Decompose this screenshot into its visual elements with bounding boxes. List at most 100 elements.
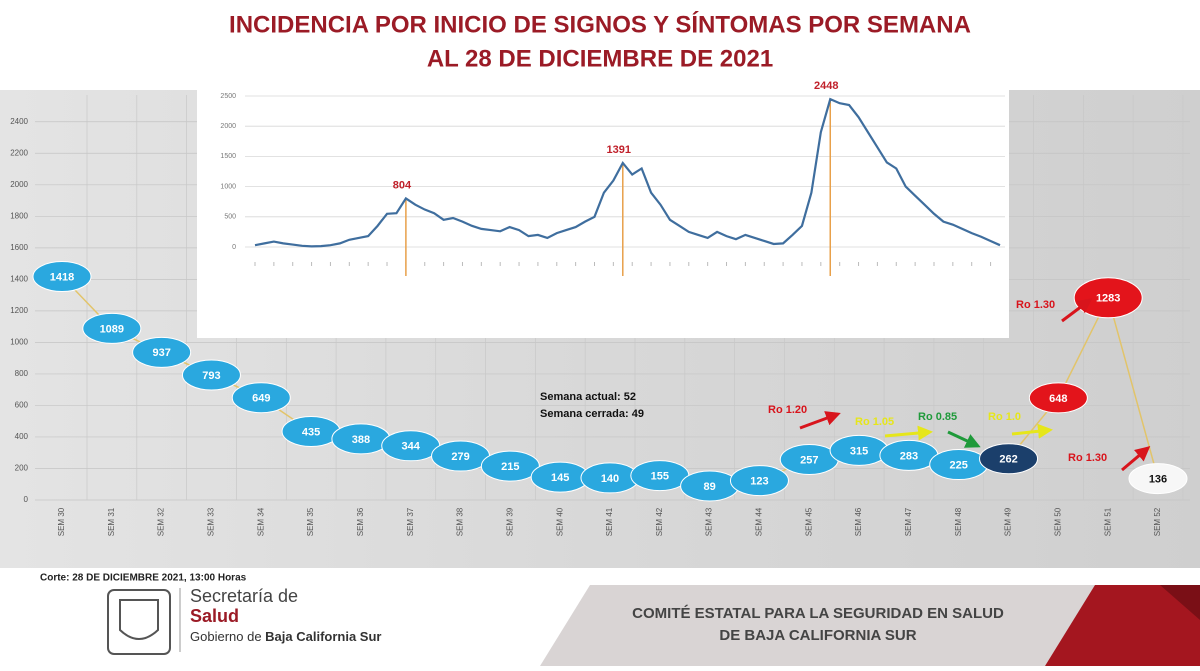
emblem (107, 589, 171, 655)
annotation: Ro 1.0 (988, 411, 1021, 423)
emblem (119, 599, 159, 640)
annotation: Semana cerrada: 49 (540, 408, 644, 420)
bubble (82, 312, 142, 344)
x-tick-label: SEM 48 (954, 507, 963, 536)
bubble (32, 261, 92, 293)
bubble-label: 315 (850, 445, 868, 457)
gov-line: Gobierno de Baja California Sur (190, 629, 381, 644)
bubble (480, 450, 540, 482)
committee-line: COMITÉ ESTATAL PARA LA SEGURIDAD EN SALU… (632, 605, 1004, 622)
x-tick-label: SEM 40 (555, 507, 564, 536)
header-bg (0, 0, 1200, 90)
gov-prefix: Gobierno de (190, 629, 265, 644)
bubble-label: 648 (1049, 393, 1067, 405)
bubble-label: 155 (651, 470, 669, 482)
footer-accent (1045, 585, 1200, 666)
x-tick-label: SEM 38 (456, 507, 465, 536)
bubble-label: 89 (704, 481, 716, 493)
bubble (979, 443, 1039, 475)
x-tick-label: SEM 35 (306, 507, 315, 536)
x-tick-label: SEM 32 (157, 507, 166, 536)
bubble (132, 336, 192, 368)
annotation: Ro 1.30 (1068, 452, 1107, 464)
y-tick-label: 0 (232, 244, 236, 251)
title-line: AL 28 DE DICIEMBRE DE 2021 (427, 45, 773, 72)
y-tick-label: 2000 (10, 180, 28, 189)
x-tick-label: SEM 43 (705, 507, 714, 536)
x-tick-label: SEM 33 (207, 507, 216, 536)
annotation-arrow (799, 411, 841, 430)
cut-date: Corte: 28 DE DICIEMBRE 2021, 13:00 Horas (40, 573, 247, 584)
x-tick-label: SEM 52 (1153, 507, 1162, 536)
x-tick-label: SEM 34 (256, 507, 265, 536)
bubble-label: 123 (750, 476, 768, 488)
y-tick-label: 600 (15, 401, 29, 410)
x-tick-label: SEM 37 (406, 507, 415, 536)
footer-accent (1160, 585, 1200, 620)
x-tick-label: SEM 50 (1053, 507, 1062, 536)
y-tick-label: 1000 (10, 338, 28, 347)
title-line: INCIDENCIA POR INICIO DE SIGNOS Y SÍNTOM… (229, 10, 971, 38)
org-line: Secretaría de (190, 586, 298, 606)
x-tick-label: SEM 42 (655, 507, 664, 536)
y-tick-label: 800 (15, 369, 29, 378)
bubble (231, 382, 291, 414)
bubble-label: 262 (999, 454, 1017, 466)
annotation-arrow (884, 425, 933, 441)
bubble-label: 649 (252, 393, 270, 405)
y-tick-label: 2000 (220, 123, 236, 130)
x-tick-label: SEM 41 (605, 507, 614, 536)
y-tick-label: 2400 (10, 117, 28, 126)
annotation: Ro 1.20 (768, 404, 807, 416)
bubble-label: 344 (402, 441, 421, 453)
x-tick-label: SEM 30 (57, 507, 66, 536)
footer-band (540, 585, 1200, 666)
y-tick-label: 400 (15, 432, 29, 441)
annotation-arrow (1121, 446, 1151, 472)
inset-bg (197, 85, 1009, 338)
annotation: Semana actual: 52 (540, 391, 636, 403)
bubble-label: 388 (352, 434, 370, 446)
x-tick-label: SEM 51 (1103, 507, 1112, 536)
bubble (181, 359, 241, 391)
peak-label: 804 (393, 179, 412, 191)
annotation-arrow (947, 430, 981, 448)
y-tick-label: 1400 (10, 274, 28, 283)
inset-chart: 0 500 1000 1500 2000 2500 804 1391 2448 (197, 80, 1009, 338)
bubble-label: 793 (202, 370, 220, 382)
bubble (1028, 382, 1088, 414)
x-tick-label: SEM 36 (356, 507, 365, 536)
bubble-label: 145 (551, 472, 569, 484)
peak-label: 2448 (814, 80, 838, 92)
series-line (254, 97, 1001, 248)
annotation: Ro 1.30 (1016, 299, 1055, 311)
bubble-label: 225 (950, 459, 968, 471)
annotation: Ro 0.85 (918, 411, 957, 423)
x-tick-label: SEM 44 (755, 507, 764, 536)
footer: Corte: 28 DE DICIEMBRE 2021, 13:00 Horas… (0, 568, 1200, 666)
bubble-label: 1418 (50, 271, 74, 283)
annotation-arrow (1061, 298, 1093, 323)
y-tick-label: 200 (15, 464, 29, 473)
bubble-label: 937 (152, 347, 170, 359)
bubble-label: 215 (501, 461, 519, 473)
bubble-label: 140 (601, 473, 619, 485)
y-tick-label: 2500 (220, 93, 236, 100)
bubble-label: 283 (900, 450, 918, 462)
bubble-label: 1089 (100, 323, 124, 335)
bubble (1128, 463, 1188, 495)
y-tick-label: 1000 (220, 183, 236, 190)
x-tick-label: SEM 47 (904, 507, 913, 536)
org-line: Salud (190, 606, 239, 626)
bubble-label: 257 (800, 454, 818, 466)
y-tick-label: 2200 (10, 148, 28, 157)
x-tick-label: SEM 49 (1004, 507, 1013, 536)
bubble-label: 136 (1149, 473, 1167, 485)
gov-state: Baja California Sur (265, 629, 381, 644)
y-tick-label: 0 (24, 495, 29, 504)
annotation-arrow (1011, 423, 1053, 439)
y-tick-label: 1600 (10, 243, 28, 252)
annotation: Ro 1.05 (855, 416, 894, 428)
bubble-label: 279 (451, 451, 469, 463)
